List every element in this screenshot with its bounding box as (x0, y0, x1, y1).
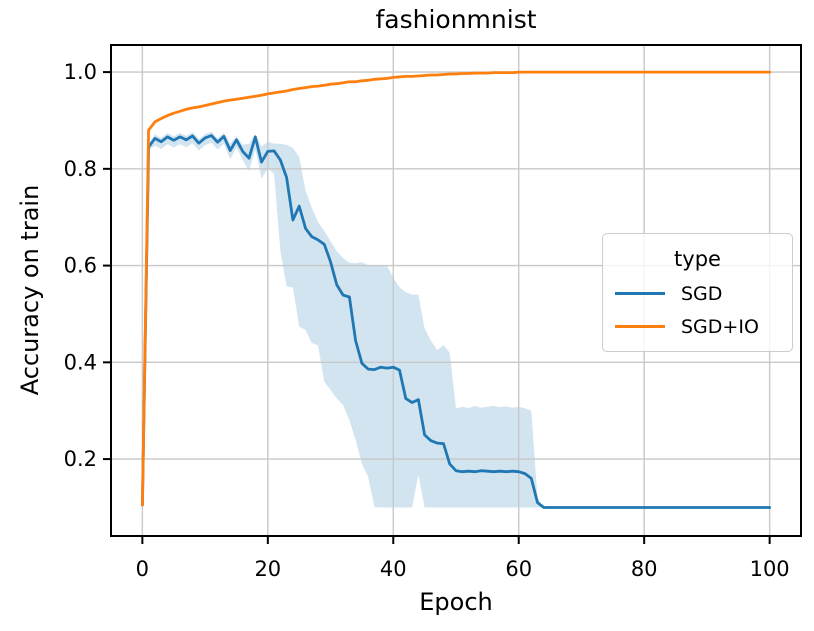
legend-label-sgdio: SGD+IO (681, 315, 759, 338)
x-tick-label: 40 (380, 557, 407, 581)
legend-row-sgd: SGD (603, 283, 792, 305)
legend-label-sgd: SGD (681, 282, 723, 305)
x-tick-label: 20 (254, 557, 281, 581)
y-tick-label: 0.4 (64, 350, 97, 374)
x-tick-label: 100 (750, 557, 790, 581)
x-tick-label: 60 (505, 557, 532, 581)
x-tick-label: 0 (136, 557, 149, 581)
y-tick-label: 0.8 (64, 157, 97, 181)
legend-title: type (674, 247, 721, 272)
x-tick-label: 80 (631, 557, 658, 581)
chart-title: fashionmnist (375, 5, 537, 34)
legend-line-swatch-sgd-icon (615, 292, 665, 295)
series-line-layer (140, 70, 771, 509)
y-axis-label: Accuracy on train (16, 184, 44, 396)
confidence-band-sgd (142, 131, 770, 508)
y-tick-label: 1.0 (64, 60, 97, 84)
legend-line-swatch-sgdio-icon (615, 325, 665, 329)
confidence-band-layer (142, 131, 770, 508)
y-tick-label: 0.6 (64, 254, 97, 278)
plot-border (110, 44, 802, 537)
series-line-sgd (140, 134, 771, 509)
axis-layer: 0 20 40 60 80 100 0.2 0.4 0.6 0.8 1.0 (64, 44, 802, 581)
y-tick-label: 0.2 (64, 447, 97, 471)
legend-row-sgdio: SGD+IO (603, 316, 792, 338)
legend: type SGD SGD+IO (602, 233, 793, 352)
series-line-sgd+io (140, 70, 771, 507)
x-axis-label: Epoch (419, 588, 493, 616)
